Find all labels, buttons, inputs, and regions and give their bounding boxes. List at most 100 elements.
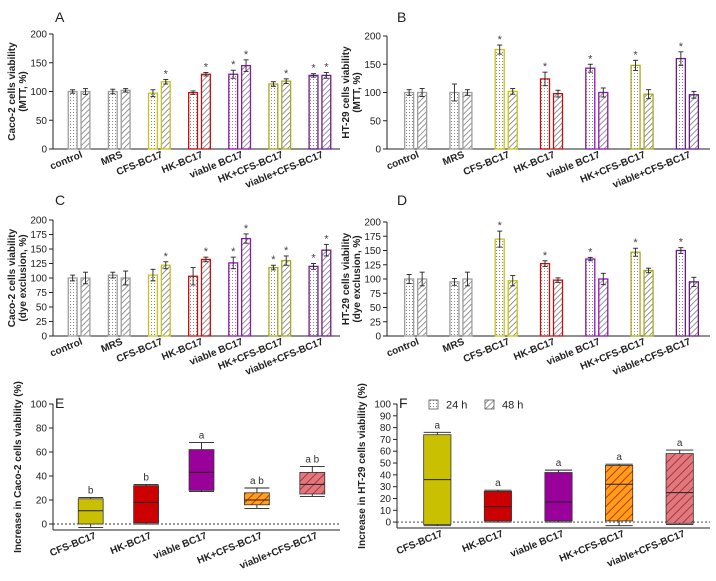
x-category-label: control (49, 337, 85, 360)
bar-48h (688, 94, 700, 150)
bar-24h (67, 277, 78, 337)
significance-asterisk: * (231, 246, 236, 258)
significance-asterisk: * (324, 62, 329, 74)
panel-c-chart: C 0 25 50 75 100 125 150 175 200 Caco-2 cells viab… (7, 192, 340, 378)
panel-label: A (55, 9, 65, 25)
y-tick-label: 20 (36, 496, 48, 507)
bar-24h (107, 90, 118, 150)
bar-24h (308, 74, 319, 150)
significance-asterisk: * (543, 250, 548, 262)
y-tick-label: 200 (30, 30, 47, 41)
y-tick-label: 200 (364, 32, 381, 43)
y-tick-label: 50 (380, 459, 392, 470)
bar-24h (188, 92, 199, 150)
y-tick-label: 40 (36, 472, 48, 483)
y-tick-label: 100 (364, 275, 381, 286)
y-tick-label: 200 (364, 218, 381, 229)
panel-d-chart: D 0 25 50 75 100 125 150 175 200 HT-29 cells viabi… (341, 192, 710, 378)
bar-48h (281, 80, 292, 150)
significance-asterisk: * (498, 220, 503, 232)
bar-48h (507, 90, 518, 150)
bar-24h (585, 258, 596, 337)
y-tick-label: 0 (41, 332, 47, 343)
y-tick-label: 50 (36, 116, 48, 127)
y-tick-label: 0 (375, 332, 381, 343)
legend-label-24h: 24 h (446, 400, 467, 412)
y-tick-label: 0 (385, 518, 391, 529)
panel-label: B (397, 9, 406, 25)
bar-24h (228, 262, 239, 337)
panel-e-chart: E 0 20 40 60 80 100 Increase in Caco-2 cells vi… (13, 381, 340, 572)
significance-asterisk: * (284, 68, 289, 80)
y-axis-label: Caco-2 cells viability (7, 228, 18, 327)
y-tick-label: 175 (30, 230, 47, 241)
significance-letter: b (143, 472, 149, 483)
y-tick-label: 80 (36, 424, 48, 435)
y-tick-label: 150 (364, 60, 381, 71)
significance-asterisk: * (588, 246, 593, 258)
y-axis-label: HT-29 cells viability (341, 232, 352, 325)
significance-letter: a (677, 438, 683, 449)
bar-24h (585, 67, 596, 150)
bar-48h (80, 277, 91, 337)
x-category-label: MRS (441, 149, 466, 168)
x-category-label: control (385, 150, 421, 173)
bar-48h (120, 89, 131, 150)
bar-48h (462, 91, 473, 150)
panel-label: D (397, 192, 407, 208)
bar-24h (147, 92, 159, 150)
y-axis-label: HT-29 cells viability (341, 46, 352, 139)
significance-letter: a b (305, 454, 319, 465)
significance-asterisk: * (543, 61, 548, 73)
significance-asterisk: * (164, 68, 169, 80)
y-tick-label: 0 (41, 145, 47, 156)
x-category-label: CFS-BC17 (462, 336, 512, 365)
y-tick-label: 90 (380, 411, 392, 422)
significance-asterisk: * (679, 237, 684, 249)
bar-24h (539, 262, 551, 337)
bar-48h (321, 249, 332, 337)
y-tick-label: 25 (36, 317, 48, 328)
x-category-label: CFS-BC17 (395, 528, 445, 557)
y-tick-label: 50 (36, 303, 48, 314)
y-tick-label: 10 (380, 506, 392, 517)
bar-24h (308, 265, 319, 337)
y-tick-label: 100 (374, 400, 391, 411)
significance-asterisk: * (244, 49, 249, 61)
y-tick-label: 0 (41, 520, 47, 531)
legend: 24 h 48 h (428, 400, 523, 412)
bar-48h (552, 279, 564, 337)
bar-48h (160, 81, 171, 150)
y-tick-label: 0 (375, 145, 381, 156)
significance-letter: a b (250, 476, 264, 487)
y-tick-label: 150 (30, 58, 47, 69)
bar-48h (598, 278, 609, 337)
y-tick-label: 125 (364, 260, 381, 271)
y-tick-label: 200 (30, 216, 47, 227)
x-category-label: CFS-BC17 (462, 149, 512, 178)
box-iqr (299, 471, 326, 495)
y-tick-label: 100 (364, 88, 381, 99)
significance-asterisk: * (498, 34, 503, 46)
y-tick-label: 20 (380, 494, 392, 505)
bar-48h (200, 258, 211, 337)
bar-24h (675, 57, 687, 150)
x-category-label: MRS (441, 336, 466, 355)
significance-asterisk: * (633, 49, 638, 61)
bar-24h (630, 251, 641, 337)
bar-48h (240, 64, 252, 150)
box-iqr (77, 498, 104, 525)
y-tick-label: 100 (30, 87, 47, 98)
y-axis-label: Caco-2 cells viability (7, 42, 18, 141)
y-tick-label: 25 (370, 317, 382, 328)
significance-letter: a (616, 452, 622, 463)
y-tick-label: 80 (380, 423, 392, 434)
bar-24h (67, 90, 78, 150)
box-iqr (188, 449, 215, 491)
significance-letter: a (435, 420, 441, 431)
significance-letter: a (199, 430, 205, 441)
bar-48h (321, 74, 332, 150)
significance-asterisk: * (324, 233, 329, 245)
